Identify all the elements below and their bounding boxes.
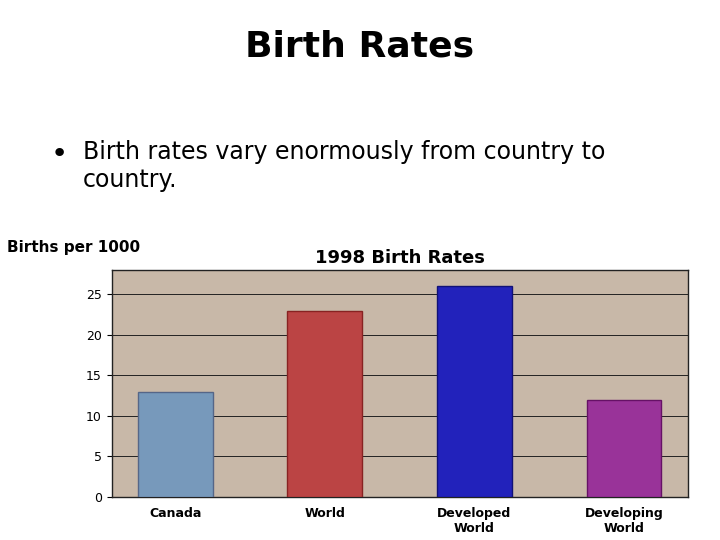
Bar xyxy=(437,286,512,497)
Bar xyxy=(587,400,662,497)
Title: 1998 Birth Rates: 1998 Birth Rates xyxy=(315,249,485,267)
Text: Births per 1000: Births per 1000 xyxy=(7,240,140,255)
Text: Birth rates vary enormously from country to
country.: Birth rates vary enormously from country… xyxy=(83,140,606,192)
Text: Birth Rates: Birth Rates xyxy=(246,30,474,64)
Text: •: • xyxy=(50,140,68,168)
Bar xyxy=(138,392,212,497)
Bar xyxy=(287,310,362,497)
